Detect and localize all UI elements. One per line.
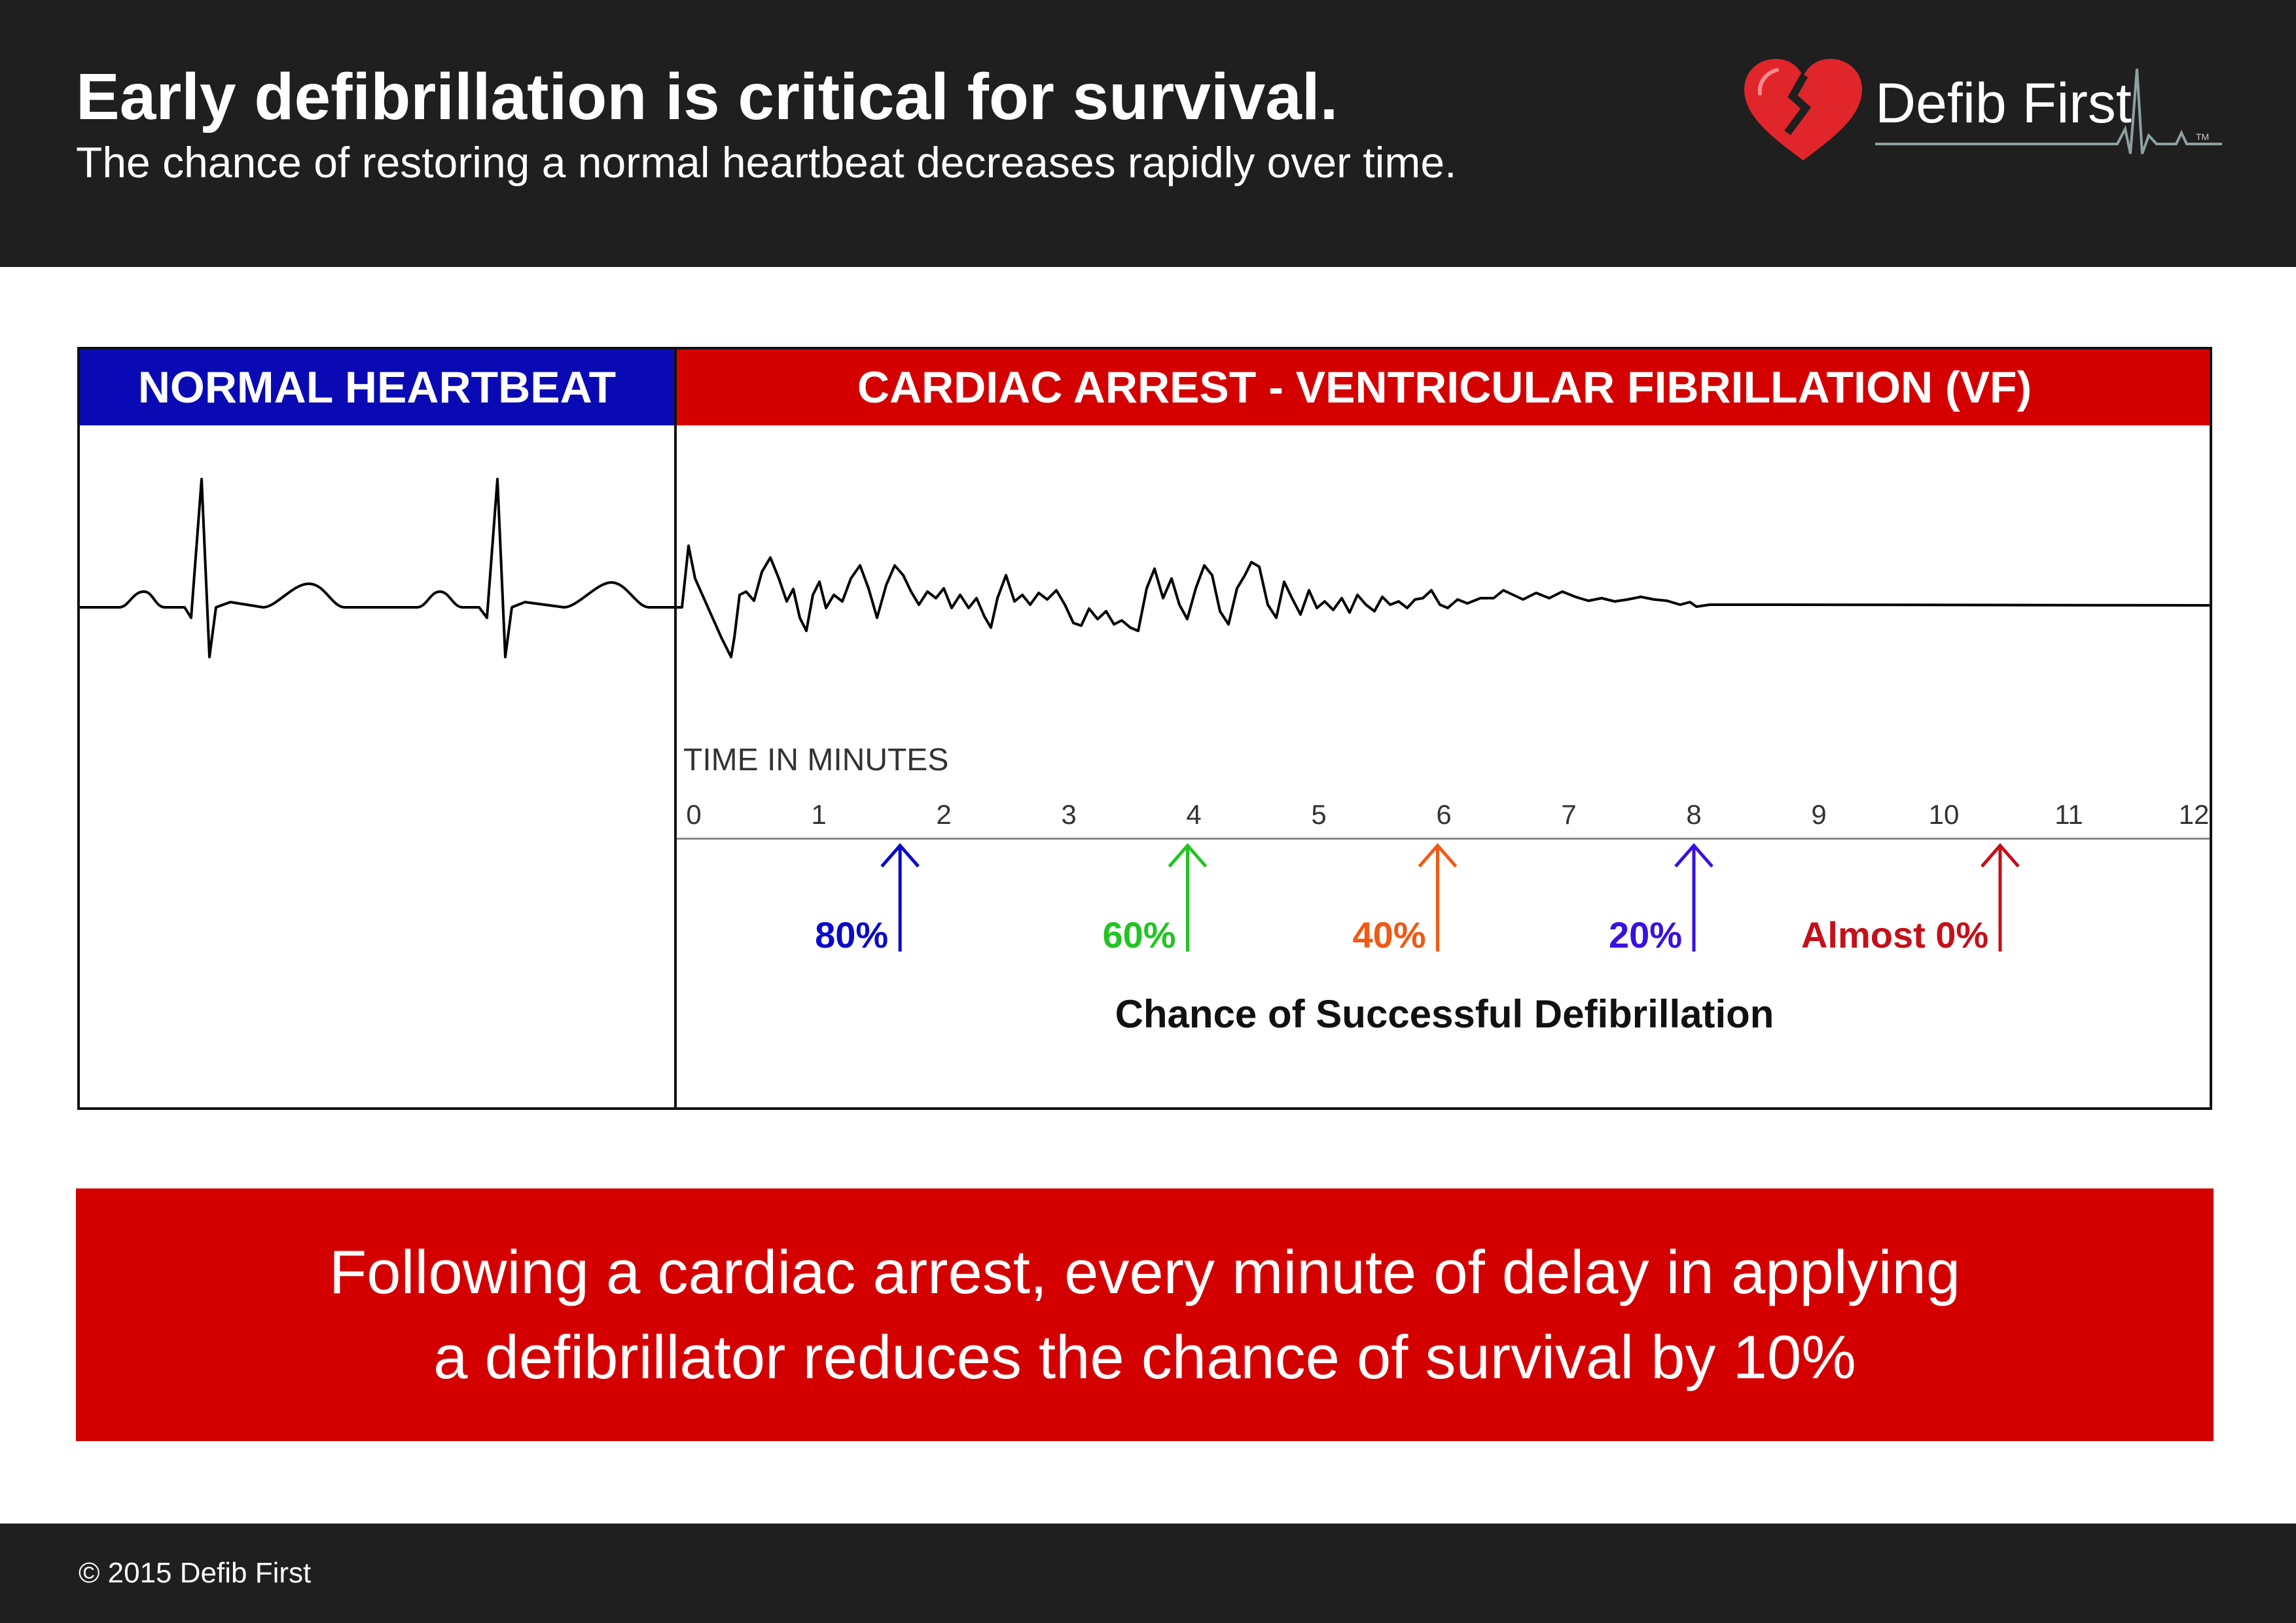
normal-ecg-trace bbox=[80, 478, 674, 658]
diagram-caption: Chance of Successful Defibrillation bbox=[1115, 992, 1774, 1036]
time-tick-label: 11 bbox=[2054, 799, 2083, 830]
time-tick-label: 4 bbox=[1186, 799, 1202, 830]
copyright-notice: © 2015 Defib First bbox=[79, 1557, 312, 1589]
time-axis-line bbox=[677, 838, 2210, 840]
arrow-up-icon bbox=[1418, 843, 1458, 952]
arrow-up-icon bbox=[1981, 843, 2020, 952]
trademark-symbol: TM bbox=[2196, 132, 2210, 142]
vf-ecg-trace bbox=[677, 544, 2210, 658]
logo-ecg-line bbox=[1875, 68, 2222, 154]
success-percentage-label: Almost 0% bbox=[1801, 914, 1989, 955]
arrow-up-icon bbox=[1168, 843, 1208, 952]
page-title: Early defibrillation is critical for sur… bbox=[76, 60, 1338, 134]
top-banner: Early defibrillation is critical for sur… bbox=[0, 0, 2296, 267]
time-tick-label: 5 bbox=[1311, 799, 1327, 830]
time-tick-label: 7 bbox=[1561, 799, 1577, 830]
defibrillation-arrows bbox=[880, 843, 2020, 952]
normal-heartbeat-heading: NORMAL HEARTBEAT bbox=[80, 349, 674, 425]
time-tick-label: 9 bbox=[1811, 799, 1827, 830]
key-message-line-1: Following a cardiac arrest, every minute… bbox=[329, 1238, 1961, 1306]
time-tick-label: 6 bbox=[1436, 799, 1452, 830]
time-tick-label: 10 bbox=[1928, 799, 1960, 830]
arrow-up-icon bbox=[880, 843, 920, 952]
time-tick-label: 2 bbox=[936, 799, 952, 830]
time-tick-label: 12 bbox=[2178, 799, 2210, 830]
key-message-line-2: a defibrillator reduces the chance of su… bbox=[433, 1323, 1856, 1391]
page-subtitle: The chance of restoring a normal heartbe… bbox=[76, 138, 1457, 187]
success-percentage-label: 60% bbox=[1102, 914, 1176, 955]
time-tick-label: 0 bbox=[686, 799, 702, 830]
defib-first-logo: Defib First TM bbox=[1738, 56, 2222, 167]
broken-heart-icon bbox=[1744, 59, 1862, 160]
success-percentage-label: 20% bbox=[1609, 914, 1683, 955]
arrow-up-icon bbox=[1674, 843, 1713, 952]
footer: © 2015 Defib First bbox=[0, 1524, 2296, 1623]
vf-heading: CARDIAC ARREST - VENTRICULAR FIBRILLATIO… bbox=[677, 349, 2210, 425]
time-tick-label: 8 bbox=[1686, 799, 1702, 830]
panel-divider bbox=[674, 349, 677, 1107]
ecg-diagram: NORMAL HEARTBEAT CARDIAC ARREST - VENTRI… bbox=[77, 347, 2212, 1110]
success-percentage-label: 40% bbox=[1352, 914, 1426, 955]
ecg-trace-area bbox=[80, 478, 2210, 658]
time-tick-label: 1 bbox=[811, 799, 827, 830]
success-percentage-label: 80% bbox=[815, 914, 889, 955]
logo-wordmark: Defib First bbox=[1875, 72, 2132, 135]
key-message-banner: Following a cardiac arrest, every minute… bbox=[76, 1188, 2214, 1441]
time-tick-label: 3 bbox=[1061, 799, 1077, 830]
time-axis-label: TIME IN MINUTES bbox=[683, 743, 949, 777]
